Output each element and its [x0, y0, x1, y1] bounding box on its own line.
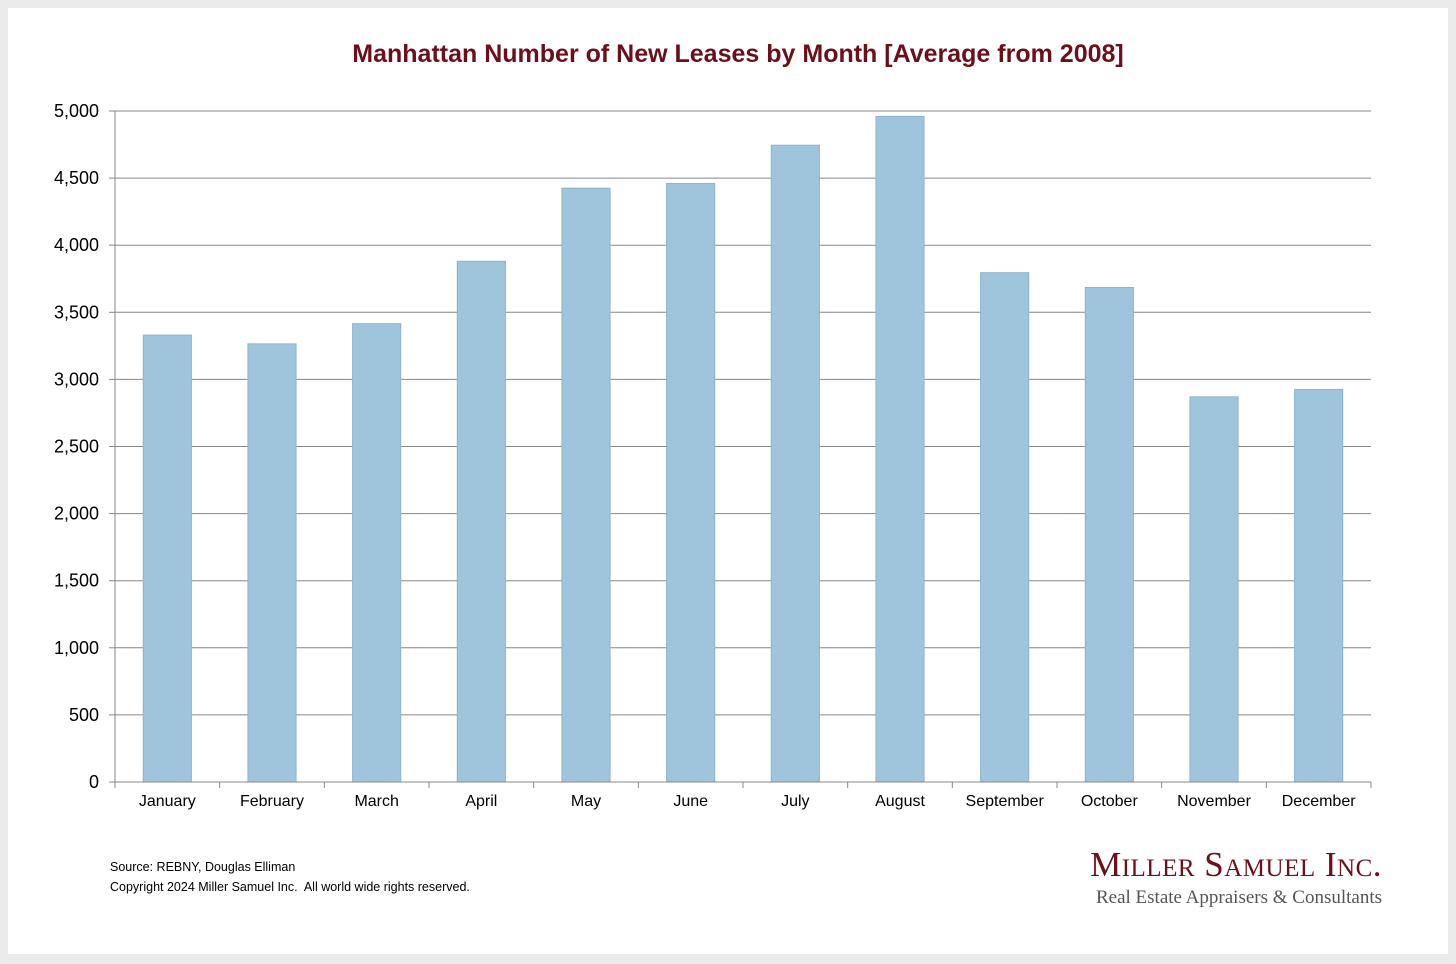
y-tick-label: 3,000: [54, 369, 99, 389]
x-category-label: November: [1177, 793, 1251, 810]
x-category-labels: January February March April May June July Augu…: [139, 793, 1356, 810]
y-tick-label: 4,000: [54, 235, 99, 255]
y-tick-labels: 0 500 1,000 1,500 2,000 2,500 3,000 3,500 4,000 4…: [54, 101, 99, 792]
x-category-label: June: [673, 793, 708, 810]
x-category-label: May: [571, 793, 601, 810]
company-logo: Miller Samuel Inc. Real Estate Appraiser…: [1060, 845, 1420, 911]
bar: [1294, 388, 1344, 783]
bar: [1084, 286, 1134, 783]
bar: [980, 272, 1030, 783]
x-category-label: July: [781, 793, 809, 810]
bar: [666, 182, 716, 783]
x-category-label: December: [1282, 793, 1356, 810]
bar: [456, 260, 506, 783]
x-category-label: January: [139, 793, 196, 810]
y-tick-label: 0: [89, 772, 99, 792]
y-tick-label: 500: [69, 705, 99, 725]
y-tick-label: 2,500: [54, 437, 99, 457]
chart-title: Manhattan Number of New Leases by Month …: [352, 40, 1124, 68]
x-category-label: March: [354, 793, 398, 810]
logo-company-name: Miller Samuel Inc.: [1090, 845, 1382, 884]
bar: [352, 323, 402, 783]
bar: [770, 144, 820, 783]
logo-tagline: Real Estate Appraisers & Consultants: [1095, 887, 1382, 908]
bar: [561, 187, 611, 783]
copyright-note: Copyright 2024 Miller Samuel Inc. All wo…: [110, 880, 470, 894]
y-tick-label: 4,500: [54, 168, 99, 188]
source-note: Source: REBNY, Douglas Elliman: [110, 860, 296, 874]
axes: [109, 110, 1372, 788]
gridlines: [115, 110, 1371, 716]
y-tick-label: 1,000: [54, 638, 99, 658]
x-category-label: August: [875, 793, 925, 810]
x-category-label: April: [465, 793, 497, 810]
bar: [1189, 396, 1239, 783]
bar: [142, 334, 192, 783]
x-category-label: October: [1081, 793, 1139, 810]
bar: [247, 343, 297, 783]
y-tick-label: 1,500: [54, 571, 99, 591]
x-category-label: February: [240, 793, 304, 810]
x-category-label: September: [966, 793, 1045, 810]
y-tick-label: 3,500: [54, 302, 99, 322]
y-tick-label: 2,000: [54, 504, 99, 524]
y-tick-label: 5,000: [54, 101, 99, 121]
bar: [875, 115, 925, 783]
bars: [142, 115, 1344, 783]
